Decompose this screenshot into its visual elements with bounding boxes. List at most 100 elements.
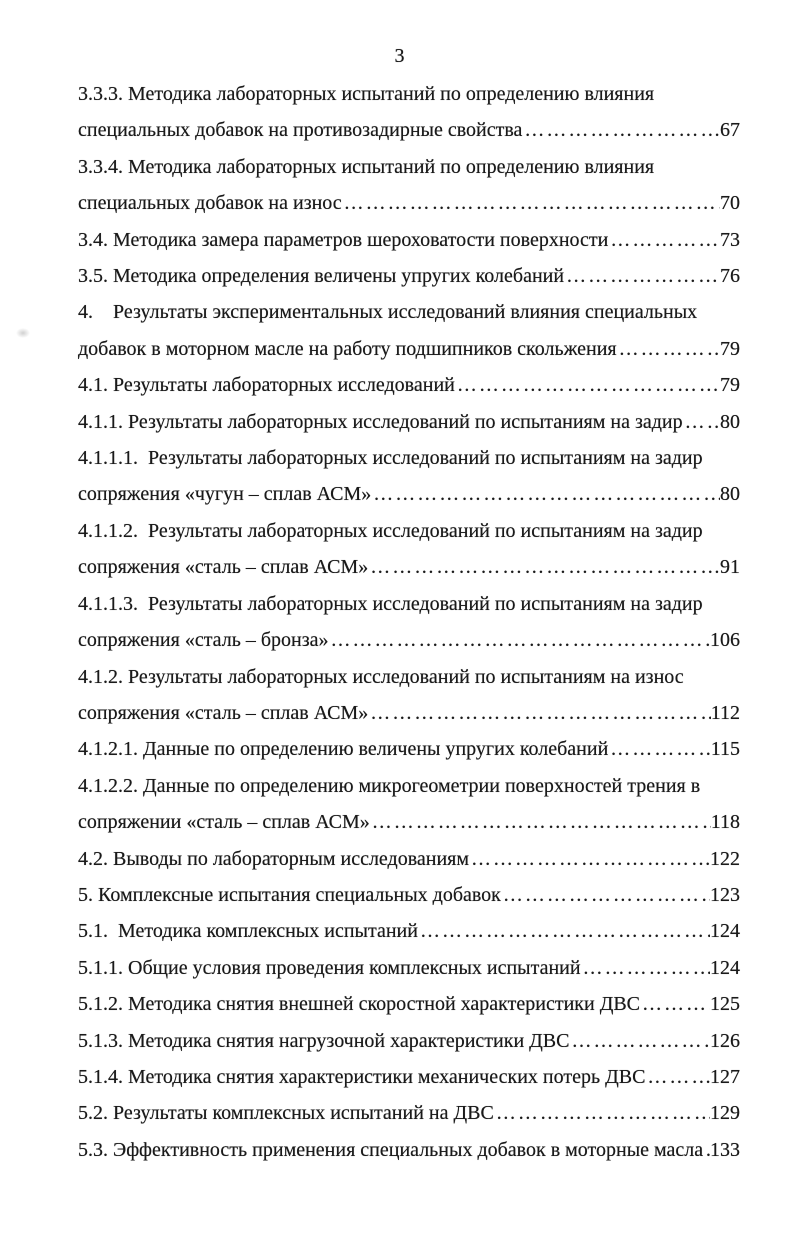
toc-line: добавок в моторном масле на работу подши… bbox=[78, 331, 740, 367]
toc-page-ref: 79 bbox=[720, 337, 740, 360]
toc-dot-leader: …………………………………………………………………………………………………………… bbox=[371, 811, 711, 834]
toc-entry-text: 5.1. Методика комплексных испытаний bbox=[78, 920, 418, 943]
toc-page-ref: 70 bbox=[720, 192, 740, 215]
toc-entry-text: 5.1.3. Методика снятия нагрузочной харак… bbox=[78, 1029, 570, 1052]
toc-entry-text: 5.1.2. Методика снятия внешней скоростно… bbox=[78, 993, 641, 1016]
toc-line: 3.5. Методика определения величены упруг… bbox=[78, 258, 740, 294]
toc-dot-leader: …………………………………………………………………………………………………………… bbox=[566, 265, 720, 288]
toc-entry-text: 5.1.1. Общие условия проведения комплекс… bbox=[78, 956, 581, 979]
toc-page-ref: 124 bbox=[710, 920, 740, 943]
toc-entry-text: 4.1.1. Результаты лабораторных исследова… bbox=[78, 410, 683, 433]
toc-page-ref: 129 bbox=[710, 1102, 740, 1125]
toc-page-ref: 76 bbox=[720, 265, 740, 288]
toc-line: 5.1. Методика комплексных испытаний …………… bbox=[78, 913, 740, 949]
toc-entry-text: сопряжения «сталь – сплав АСМ» bbox=[78, 701, 369, 724]
toc-line: 4.1.1.3. Результаты лабораторных исследо… bbox=[78, 586, 740, 622]
toc-page-ref: 123 bbox=[710, 883, 740, 906]
page-number: 3 bbox=[394, 45, 405, 67]
toc-entry-text: специальных добавок на противозадирные с… bbox=[78, 119, 523, 142]
toc-page-ref: 80 bbox=[720, 483, 740, 506]
toc-line: 5.1.1. Общие условия проведения комплекс… bbox=[78, 950, 740, 986]
toc-dot-leader: …………………………………………………………………………………………………………… bbox=[610, 738, 710, 761]
toc-list: 3.3.3. Методика лабораторных испытаний п… bbox=[78, 76, 740, 1168]
toc-dot-leader: …………………………………………………………………………………………………………… bbox=[524, 119, 720, 142]
toc-entry-text: 4.1. Результаты лабораторных исследовани… bbox=[78, 374, 455, 397]
toc-entry-text: 4.2. Выводы по лабораторным исследования… bbox=[78, 847, 470, 870]
toc-page-ref: 115 bbox=[710, 738, 740, 761]
toc-dot-leader: …………………………………………………………………………………………………………… bbox=[495, 1102, 710, 1125]
toc-entry-text: добавок в моторном масле на работу подши… bbox=[78, 337, 617, 360]
toc-entry-text: 4. Результаты экспериментальных исследов… bbox=[78, 301, 698, 324]
toc-entry-text: 4.1.2.2. Данные по определению микрогеом… bbox=[78, 774, 701, 797]
toc-entry-text: 3.3.4. Методика лабораторных испытаний п… bbox=[78, 155, 655, 178]
toc-line: 3.3.4. Методика лабораторных испытаний п… bbox=[78, 149, 740, 185]
scan-artifact-smudge bbox=[16, 328, 30, 338]
toc-line: 5. Комплексные испытания специальных доб… bbox=[78, 877, 740, 913]
toc-line: сопряжения «чугун – сплав АСМ» ………………………… bbox=[78, 476, 740, 512]
toc-entry-text: 4.1.2.1. Данные по определению величены … bbox=[78, 738, 609, 761]
toc-dot-leader: …………………………………………………………………………………………………………… bbox=[571, 1029, 710, 1052]
toc-entry-text: 4.1.1.1. Результаты лабораторных исследо… bbox=[78, 447, 703, 470]
toc-line: 5.1.2. Методика снятия внешней скоростно… bbox=[78, 986, 740, 1022]
toc-entry-text: сопряжения «сталь – сплав АСМ» bbox=[78, 556, 369, 579]
toc-dot-leader: …………………………………………………………………………………………………………… bbox=[370, 556, 720, 579]
toc-page-ref: 80 bbox=[720, 410, 740, 433]
toc-entry-text: сопряжении «сталь – сплав АСМ» bbox=[78, 811, 370, 834]
toc-entry-text: специальных добавок на износ bbox=[78, 192, 342, 215]
toc-line: специальных добавок на износ ……………………………… bbox=[78, 185, 740, 221]
toc-entry-text: 4.1.1.2. Результаты лабораторных исследо… bbox=[78, 519, 703, 542]
toc-page-ref: 124 bbox=[710, 956, 740, 979]
toc-dot-leader: …………………………………………………………………………………………………………… bbox=[370, 701, 710, 724]
toc-dot-leader: …………………………………………………………………………………………………………… bbox=[373, 483, 720, 506]
toc-line: 4.1.1.2. Результаты лабораторных исследо… bbox=[78, 513, 740, 549]
toc-line: специальных добавок на противозадирные с… bbox=[78, 112, 740, 148]
toc-page-ref: 127 bbox=[710, 1065, 740, 1088]
toc-entry-text: сопряжения «сталь – бронза» bbox=[78, 629, 329, 652]
toc-line: 4.1. Результаты лабораторных исследовани… bbox=[78, 367, 740, 403]
toc-dot-leader: …………………………………………………………………………………………………………… bbox=[618, 337, 720, 360]
toc-page-ref: 79 bbox=[720, 374, 740, 397]
toc-dot-leader: …………………………………………………………………………………………………………… bbox=[647, 1065, 710, 1088]
toc-dot-leader: …………………………………………………………………………………………………………… bbox=[456, 374, 720, 397]
toc-page-ref: 125 bbox=[710, 993, 740, 1016]
toc-dot-leader: …………………………………………………………………………………………………………… bbox=[582, 956, 710, 979]
toc-line: 5.3. Эффективность применения специальны… bbox=[78, 1132, 740, 1168]
toc-page-ref: 133 bbox=[710, 1138, 740, 1161]
toc-line: сопряжения «сталь – сплав АСМ» ………………………… bbox=[78, 549, 740, 585]
toc-dot-leader: …………………………………………………………………………………………………………… bbox=[502, 883, 710, 906]
toc-entry-text: 5.1.4. Методика снятия характеристики ме… bbox=[78, 1065, 646, 1088]
toc-line: 4. Результаты экспериментальных исследов… bbox=[78, 294, 740, 330]
toc-dot-leader: …………………………………………………………………………………………………………… bbox=[330, 629, 711, 652]
toc-line: 3.3.3. Методика лабораторных испытаний п… bbox=[78, 76, 740, 112]
toc-page-ref: 126 bbox=[710, 1029, 740, 1052]
toc-entry-text: 5.2. Результаты комплексных испытаний на… bbox=[78, 1102, 494, 1125]
toc-page-ref: 91 bbox=[720, 556, 740, 579]
toc-line: 4.1.1.1. Результаты лабораторных исследо… bbox=[78, 440, 740, 476]
toc-entry-text: 4.1.1.3. Результаты лабораторных исследо… bbox=[78, 592, 703, 615]
toc-line: 5.1.3. Методика снятия нагрузочной харак… bbox=[78, 1023, 740, 1059]
toc-line: сопряжения «сталь – сплав АСМ» ………………………… bbox=[78, 695, 740, 731]
toc-line: 3.4. Методика замера параметров шерохова… bbox=[78, 222, 740, 258]
toc-page-ref: 67 bbox=[720, 119, 740, 142]
toc-entry-text: 4.1.2. Результаты лабораторных исследова… bbox=[78, 665, 684, 688]
toc-line: 4.1.2.2. Данные по определению микрогеом… bbox=[78, 768, 740, 804]
toc-entry-text: 3.4. Методика замера параметров шерохова… bbox=[78, 228, 609, 251]
toc-dot-leader: …………………………………………………………………………………………………………… bbox=[642, 993, 710, 1016]
toc-dot-leader: …………………………………………………………………………………………………………… bbox=[471, 847, 710, 870]
toc-dot-leader: …………………………………………………………………………………………………………… bbox=[610, 228, 720, 251]
toc-entry-text: 5. Комплексные испытания специальных доб… bbox=[78, 883, 501, 906]
toc-dot-leader: …………………………………………………………………………………………………………… bbox=[684, 410, 720, 433]
toc-entry-text: сопряжения «чугун – сплав АСМ» bbox=[78, 483, 372, 506]
toc-line: 4.1.2. Результаты лабораторных исследова… bbox=[78, 659, 740, 695]
toc-dot-leader: …………………………………………………………………………………………………………… bbox=[703, 1132, 710, 1168]
toc-entry-text: 5.3. Эффективность применения специальны… bbox=[78, 1138, 704, 1161]
toc-line: сопряжении «сталь – сплав АСМ» ………………………… bbox=[78, 804, 740, 840]
toc-dot-leader: …………………………………………………………………………………………………………… bbox=[343, 192, 720, 215]
toc-line: 5.2. Результаты комплексных испытаний на… bbox=[78, 1095, 740, 1131]
toc-page-ref: 118 bbox=[710, 811, 740, 834]
toc-entry-text: 3.5. Методика определения величены упруг… bbox=[78, 265, 565, 288]
toc-page-ref: 73 bbox=[720, 228, 740, 251]
toc-line: сопряжения «сталь – бронза» ………………………………… bbox=[78, 622, 740, 658]
toc-entry-text: 3.3.3. Методика лабораторных испытаний п… bbox=[78, 83, 655, 105]
